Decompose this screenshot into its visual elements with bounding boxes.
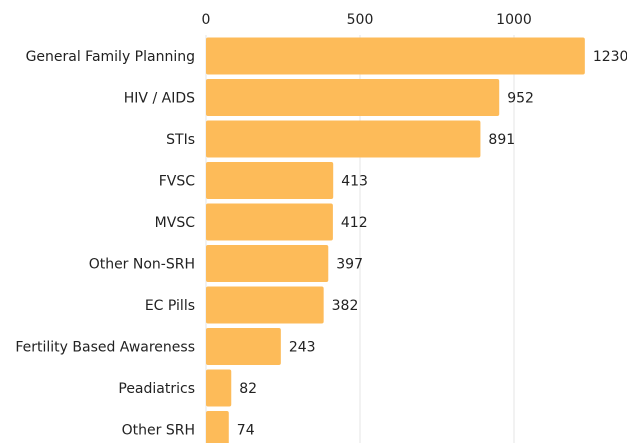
value-label: 382: [332, 298, 359, 314]
bar: [206, 245, 329, 282]
y-tick-label: General Family Planning: [26, 49, 195, 65]
bar: [206, 37, 585, 75]
value-label: 1230: [593, 49, 627, 65]
bar: [206, 286, 324, 324]
y-tick-label: FVSC: [159, 174, 196, 190]
x-tick-label: 1000: [496, 12, 532, 28]
y-tick-label: EC Pills: [145, 298, 195, 314]
y-tick-label: HIV / AIDS: [124, 91, 195, 107]
bar: [206, 411, 229, 443]
y-tick-label: Other Non-SRH: [89, 257, 195, 273]
value-label: 412: [341, 215, 368, 231]
value-label: 952: [507, 91, 534, 107]
bar: [206, 369, 232, 407]
value-label: 891: [488, 132, 515, 148]
value-label: 74: [237, 423, 255, 439]
bar: [206, 162, 334, 199]
y-tick-label: MVSC: [155, 215, 196, 231]
y-tick-label: Fertility Based Awareness: [15, 340, 195, 356]
bar: [206, 79, 500, 116]
value-label: 82: [239, 381, 257, 397]
value-label: 243: [289, 340, 316, 356]
value-label: 397: [336, 257, 363, 273]
x-tick-label: 0: [202, 12, 211, 28]
value-label: 413: [341, 174, 368, 190]
y-tick-label: Other SRH: [122, 423, 195, 439]
bar: [206, 120, 481, 158]
y-tick-label: Peadiatrics: [118, 381, 195, 397]
bar: [206, 328, 281, 365]
bar: [206, 203, 333, 241]
y-tick-label: STIs: [166, 132, 195, 148]
x-tick-label: 500: [347, 12, 374, 28]
